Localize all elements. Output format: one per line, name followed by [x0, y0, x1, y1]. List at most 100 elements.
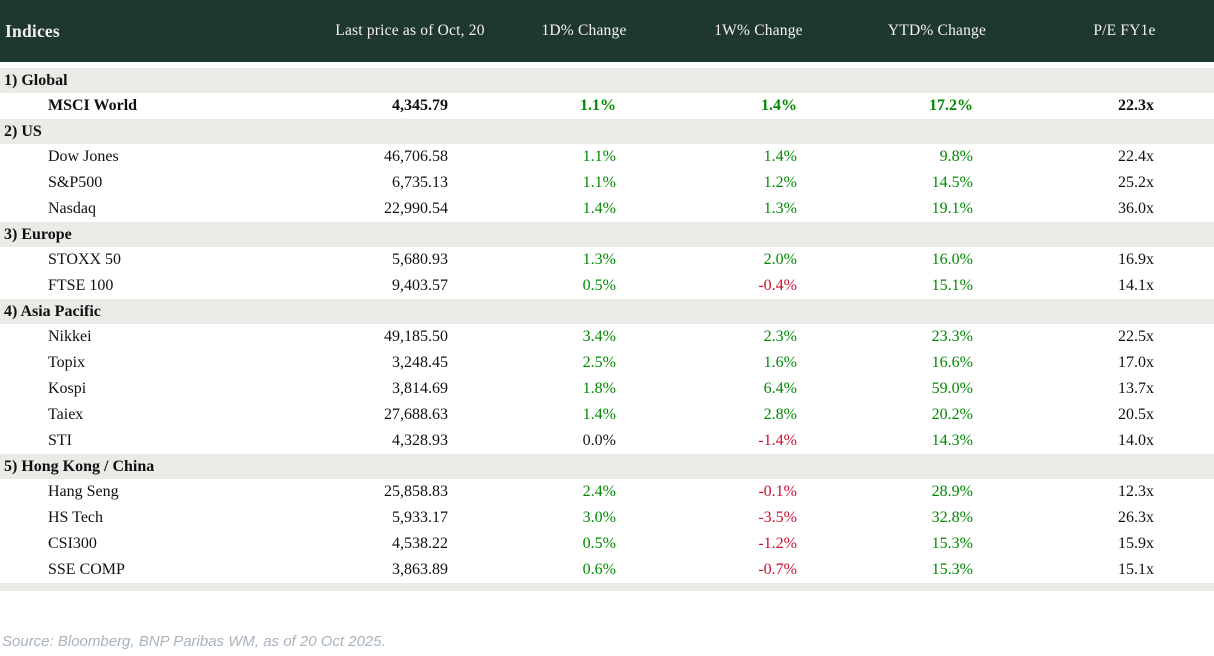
- chg-ytd-cell: 15.1%: [931, 277, 973, 294]
- chg-1w-cell: 2.3%: [763, 328, 797, 345]
- chg-1d-cell: 1.8%: [582, 380, 616, 397]
- last-price-cell: 3,863.89: [392, 561, 448, 578]
- page-title: Indices: [5, 20, 60, 41]
- chg-1w-cell: 1.4%: [761, 97, 797, 114]
- chg-1w-cell: 1.6%: [763, 354, 797, 371]
- source-note: Source: Bloomberg, BNP Paribas WM, as of…: [2, 633, 386, 650]
- table-row: FTSE 100 9,403.57 0.5% -0.4% 15.1% 14.1x: [0, 273, 1214, 299]
- section-header-row: 1) Global: [0, 68, 1214, 93]
- pe-fy1e-cell: 14.0x: [1118, 432, 1154, 449]
- table-row: STI 4,328.93 0.0% -1.4% 14.3% 14.0x: [0, 428, 1214, 454]
- chg-1d-cell: 1.1%: [580, 97, 616, 114]
- index-name-cell: S&P500: [48, 174, 103, 191]
- table-row: Nikkei 49,185.50 3.4% 2.3% 23.3% 22.5x: [0, 324, 1214, 350]
- chg-1d-cell: 3.4%: [582, 328, 616, 345]
- chg-ytd-cell: 16.0%: [931, 251, 973, 268]
- pe-fy1e-cell: 15.9x: [1118, 535, 1154, 552]
- pe-fy1e-cell: 15.1x: [1118, 561, 1154, 578]
- chg-1d-cell: 1.4%: [582, 200, 616, 217]
- index-name-cell: Taiex: [48, 406, 84, 423]
- table-row: CSI300 4,538.22 0.5% -1.2% 15.3% 15.9x: [0, 531, 1214, 557]
- last-price-cell: 22,990.54: [384, 200, 448, 217]
- col-header-pe-fy1e: P/E FY1e: [1093, 22, 1156, 39]
- chg-1w-cell: -0.4%: [758, 277, 797, 294]
- table-end-strip: [0, 583, 1214, 591]
- section-header-row: 3) Europe: [0, 222, 1214, 247]
- chg-1w-cell: 2.0%: [763, 251, 797, 268]
- chg-1d-cell: 0.6%: [582, 561, 616, 578]
- col-header-last-price: Last price as of Oct, 20: [335, 22, 485, 39]
- pe-fy1e-cell: 14.1x: [1118, 277, 1154, 294]
- chg-ytd-cell: 23.3%: [931, 328, 973, 345]
- last-price-cell: 5,680.93: [392, 251, 448, 268]
- index-name-cell: MSCI World: [48, 97, 138, 114]
- chg-ytd-cell: 15.3%: [931, 561, 973, 578]
- table-row: STOXX 50 5,680.93 1.3% 2.0% 16.0% 16.9x: [0, 247, 1214, 273]
- pe-fy1e-cell: 12.3x: [1118, 483, 1154, 500]
- index-name-cell: Nasdaq: [48, 200, 96, 217]
- table-header-row: Indices Last price as of Oct, 20 1D% Cha…: [0, 0, 1214, 62]
- table-row: S&P500 6,735.13 1.1% 1.2% 14.5% 25.2x: [0, 170, 1214, 196]
- index-name-cell: Hang Seng: [48, 483, 119, 500]
- pe-fy1e-cell: 17.0x: [1118, 354, 1154, 371]
- section-header-row: 4) Asia Pacific: [0, 299, 1214, 324]
- col-header-ytd-change: YTD% Change: [887, 22, 987, 39]
- chg-ytd-cell: 15.3%: [931, 535, 973, 552]
- pe-fy1e-cell: 26.3x: [1118, 509, 1154, 526]
- last-price-cell: 27,688.63: [384, 406, 448, 423]
- chg-1d-cell: 0.5%: [582, 277, 616, 294]
- table-row: MSCI World 4,345.79 1.1% 1.4% 17.2% 22.3x: [0, 93, 1214, 119]
- table-row: Hang Seng 25,858.83 2.4% -0.1% 28.9% 12.3x: [0, 479, 1214, 505]
- chg-ytd-cell: 14.5%: [931, 174, 973, 191]
- table-row: Nasdaq 22,990.54 1.4% 1.3% 19.1% 36.0x: [0, 196, 1214, 222]
- chg-ytd-cell: 19.1%: [931, 200, 973, 217]
- chg-1d-cell: 1.1%: [582, 148, 616, 165]
- pe-fy1e-cell: 25.2x: [1118, 174, 1154, 191]
- chg-1w-cell: -3.5%: [758, 509, 797, 526]
- table-row: Taiex 27,688.63 1.4% 2.8% 20.2% 20.5x: [0, 402, 1214, 428]
- pe-fy1e-cell: 36.0x: [1118, 200, 1154, 217]
- pe-fy1e-cell: 22.4x: [1118, 148, 1154, 165]
- col-header-1w-change: 1W% Change: [714, 22, 803, 39]
- index-name-cell: Dow Jones: [48, 148, 119, 165]
- table-body: 1) Global MSCI World 4,345.79 1.1% 1.4% 17.2%…: [0, 68, 1214, 583]
- index-name-cell: STI: [48, 432, 72, 449]
- chg-1w-cell: 1.4%: [763, 148, 797, 165]
- last-price-cell: 49,185.50: [384, 328, 448, 345]
- last-price-cell: 3,248.45: [392, 354, 448, 371]
- table-row: SSE COMP 3,863.89 0.6% -0.7% 15.3% 15.1x: [0, 557, 1214, 583]
- pe-fy1e-cell: 20.5x: [1118, 406, 1154, 423]
- chg-1w-cell: 6.4%: [763, 380, 797, 397]
- chg-1d-cell: 0.0%: [582, 432, 616, 449]
- index-name-cell: HS Tech: [48, 509, 104, 526]
- index-name-cell: FTSE 100: [48, 277, 114, 294]
- chg-ytd-cell: 59.0%: [931, 380, 973, 397]
- last-price-cell: 46,706.58: [384, 148, 448, 165]
- chg-1d-cell: 1.4%: [582, 406, 616, 423]
- table-row: Kospi 3,814.69 1.8% 6.4% 59.0% 13.7x: [0, 376, 1214, 402]
- chg-1d-cell: 3.0%: [582, 509, 616, 526]
- last-price-cell: 4,328.93: [392, 432, 448, 449]
- chg-1d-cell: 1.1%: [582, 174, 616, 191]
- chg-ytd-cell: 32.8%: [931, 509, 973, 526]
- pe-fy1e-cell: 22.5x: [1118, 328, 1154, 345]
- chg-1d-cell: 0.5%: [582, 535, 616, 552]
- index-name-cell: SSE COMP: [48, 561, 125, 578]
- index-name-cell: STOXX 50: [48, 251, 122, 268]
- col-header-1d-change: 1D% Change: [541, 22, 627, 39]
- chg-ytd-cell: 14.3%: [931, 432, 973, 449]
- chg-ytd-cell: 28.9%: [931, 483, 973, 500]
- chg-1w-cell: -0.7%: [758, 561, 797, 578]
- chg-1w-cell: 1.2%: [763, 174, 797, 191]
- chg-ytd-cell: 16.6%: [931, 354, 973, 371]
- chg-1w-cell: 2.8%: [763, 406, 797, 423]
- pe-fy1e-cell: 22.3x: [1118, 97, 1154, 114]
- last-price-cell: 25,858.83: [384, 483, 448, 500]
- table-row: Dow Jones 46,706.58 1.1% 1.4% 9.8% 22.4x: [0, 144, 1214, 170]
- index-name-cell: Kospi: [48, 380, 87, 397]
- chg-ytd-cell: 20.2%: [931, 406, 973, 423]
- index-name-cell: Nikkei: [48, 328, 92, 345]
- pe-fy1e-cell: 16.9x: [1118, 251, 1154, 268]
- section-header-row: 2) US: [0, 119, 1214, 144]
